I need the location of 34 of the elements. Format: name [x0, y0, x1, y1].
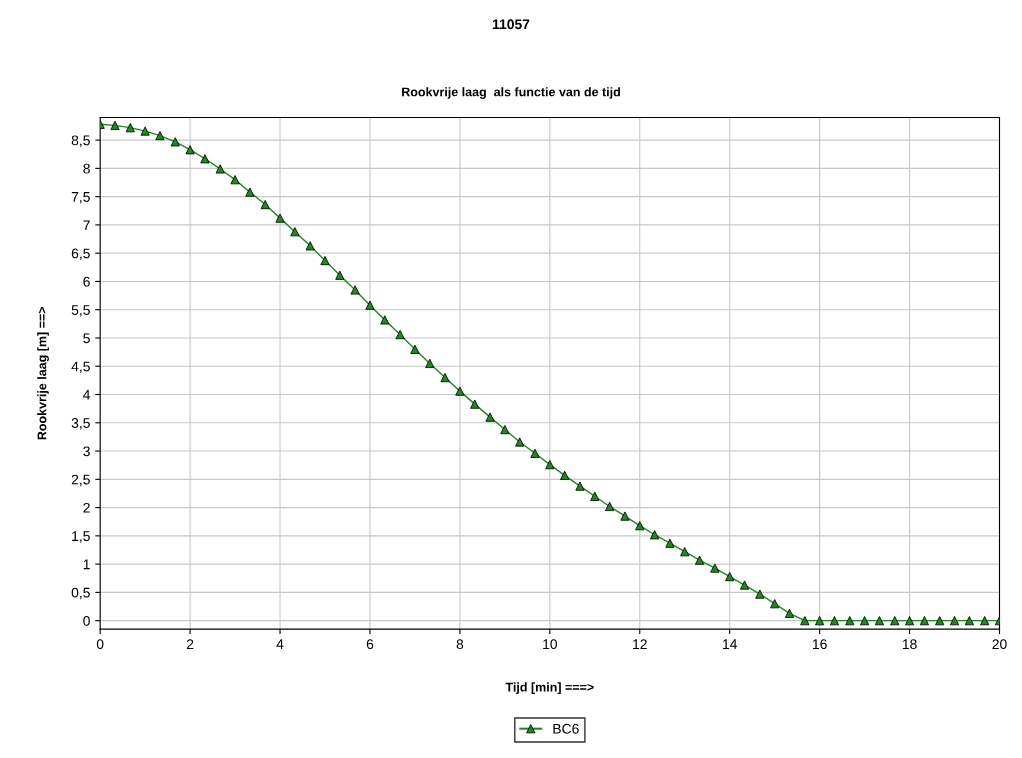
- x-tick-label: 16: [812, 639, 827, 650]
- x-tick-label: 20: [992, 639, 1007, 650]
- y-tick-label: 4,5: [71, 361, 90, 374]
- legend-label: BC6: [553, 723, 579, 734]
- y-tick-label: 8,5: [71, 135, 90, 147]
- y-tick-label: 3,5: [71, 418, 90, 430]
- x-tick-label: 8: [456, 639, 464, 650]
- y-tick-label: 5,5: [71, 305, 90, 317]
- x-tick-label: 10: [543, 639, 558, 650]
- chart-subtitle: Rookvrije laag als functie van de tijd: [402, 87, 620, 99]
- y-tick-label: 5: [83, 333, 90, 344]
- y-tick-label: 6,5: [71, 248, 90, 260]
- x-tick-label: 14: [723, 639, 738, 649]
- y-tick-label: 3: [83, 446, 90, 457]
- y-axis-title: Rookvrije laag [m] ==>: [37, 306, 49, 440]
- y-tick-label: 0: [83, 615, 90, 626]
- chart-title: 11057: [492, 19, 530, 30]
- y-tick-label: 8: [83, 163, 90, 174]
- y-tick-label: 1,5: [72, 531, 90, 543]
- x-tick-label: 6: [366, 639, 374, 650]
- x-tick-label: 12: [633, 639, 647, 649]
- x-tick-label: 18: [902, 639, 917, 650]
- y-tick-label: 4: [83, 389, 91, 400]
- y-tick-label: 6: [83, 276, 90, 287]
- x-tick-label: 4: [276, 639, 284, 649]
- x-tick-label: 2: [186, 639, 194, 649]
- x-axis-title: Tijd [min] ===>: [505, 682, 594, 695]
- y-tick-label: 1: [83, 559, 90, 570]
- y-tick-label: 2,5: [71, 474, 90, 487]
- y-tick-label: 2: [83, 502, 90, 513]
- y-tick-label: 0,5: [71, 587, 90, 600]
- x-tick-label: 0: [96, 639, 104, 650]
- y-tick-label: 7,5: [71, 192, 90, 204]
- y-tick-label: 7: [83, 220, 90, 230]
